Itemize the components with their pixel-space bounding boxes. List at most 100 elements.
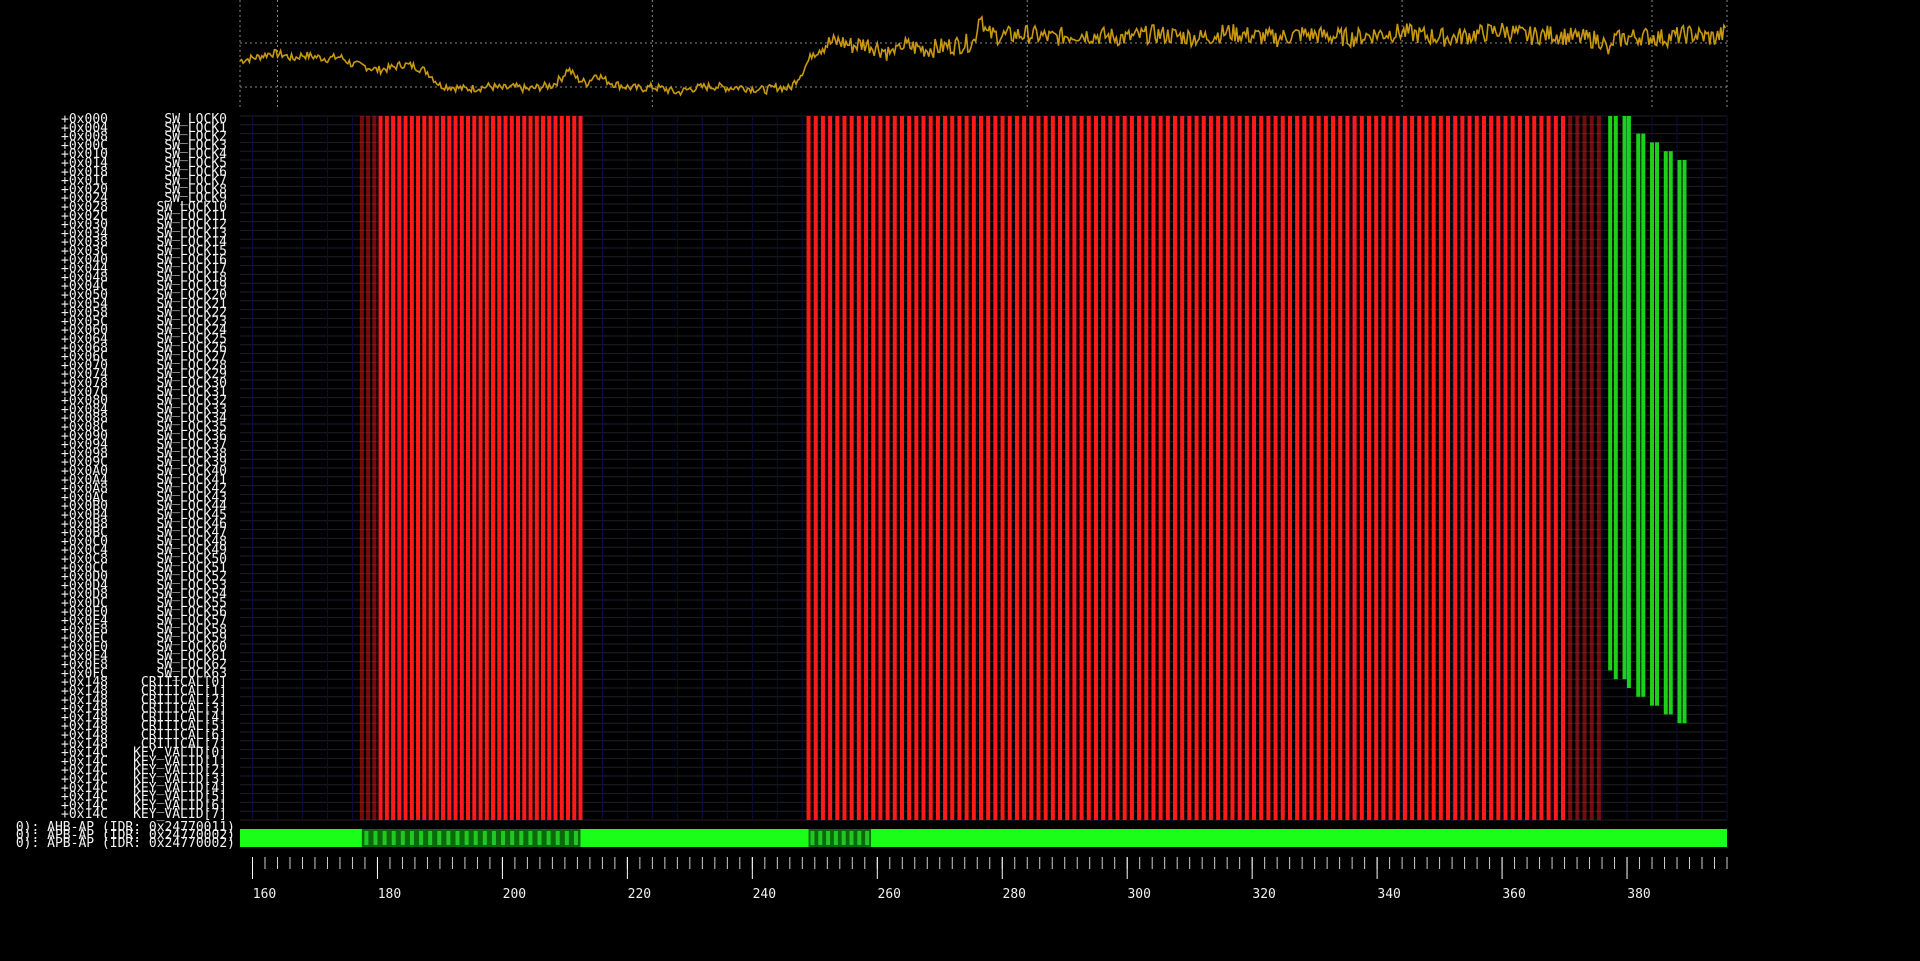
x-tick-label: 280	[1003, 887, 1026, 902]
row-name-label: SW_LOCK26	[157, 341, 227, 356]
write-event-bar	[1510, 116, 1515, 820]
write-event-bar	[878, 116, 883, 820]
row-name-label: SW_LOCK47	[157, 526, 227, 541]
write-event-bar	[993, 116, 998, 820]
write-event-bar	[914, 116, 919, 820]
row-name-label: SW_LOCK24	[157, 323, 228, 338]
row-offset-label: +0x0B0	[61, 499, 108, 514]
power-trace-line	[239, 15, 1727, 97]
write-event-bar	[986, 116, 991, 820]
write-event-bar	[466, 116, 471, 820]
write-event-bar	[1582, 116, 1587, 820]
row-offset-label: +0x14C	[61, 807, 108, 822]
row-name-label: SW_LOCK34	[157, 411, 228, 426]
row-offset-label: +0x0E8	[61, 622, 108, 637]
row-offset-label: +0x0AC	[61, 490, 108, 505]
row-offset-label: +0x05C	[61, 314, 108, 329]
write-event-bar	[528, 116, 533, 820]
read-event-bar	[1668, 151, 1673, 715]
row-name-label: SW_LOCK28	[157, 358, 227, 373]
row-offset-label: +0x0D8	[61, 587, 108, 602]
write-event-bar	[1172, 116, 1177, 820]
write-event-bar	[1295, 116, 1300, 820]
x-tick-label: 320	[1252, 887, 1275, 902]
write-event-bar	[1201, 116, 1206, 820]
write-event-bar	[1402, 116, 1407, 820]
write-event-bar	[1366, 116, 1371, 820]
write-event-bar	[1424, 116, 1429, 820]
write-event-bar	[1352, 116, 1357, 820]
row-name-label: SW_LOCK61	[157, 649, 227, 664]
write-event-bar	[1546, 116, 1551, 820]
row-offset-label: +0x020	[61, 182, 108, 197]
write-event-bar	[1496, 116, 1501, 820]
x-tick-label: 360	[1502, 887, 1525, 902]
write-event-bar	[1323, 116, 1328, 820]
write-event-bar	[1532, 116, 1537, 820]
row-name-label: SW_LOCK48	[157, 534, 227, 549]
row-name-label: SW_LOCK0	[164, 112, 227, 127]
write-event-bar	[1381, 116, 1386, 820]
row-name-label: SW_LOCK54	[157, 587, 228, 602]
write-event-bar	[1093, 116, 1098, 820]
write-event-bar	[1266, 116, 1271, 820]
write-event-bar	[472, 116, 477, 820]
row-offset-label: +0x0D4	[61, 578, 108, 593]
write-event-bar	[478, 116, 483, 820]
row-offset-label: +0x148	[61, 684, 108, 699]
row-name-label: SW_LOCK52	[157, 570, 227, 585]
row-offset-label: +0x060	[61, 323, 108, 338]
row-name-label: SW_LOCK58	[157, 622, 227, 637]
row-offset-label: +0x0F0	[61, 640, 108, 655]
bus-transfer-mark	[865, 831, 870, 845]
write-event-bar	[384, 116, 389, 820]
bus-transfer-mark	[841, 831, 846, 845]
row-name-label: SW_LOCK51	[157, 561, 227, 576]
row-offset-label: +0x00C	[61, 138, 108, 153]
write-event-bar	[835, 116, 840, 820]
row-offset-label: +0x0C4	[61, 543, 108, 558]
read-event-bar	[1650, 142, 1655, 706]
write-event-bar	[806, 116, 811, 820]
write-event-bar	[1129, 116, 1134, 820]
write-event-bar	[372, 116, 377, 820]
write-event-bar	[378, 116, 383, 820]
read-event-bar	[1663, 151, 1668, 715]
row-offset-label: +0x14C	[61, 746, 108, 761]
bus-transfer-mark	[826, 831, 831, 845]
bus-transfer-mark	[391, 831, 396, 845]
row-offset-label: +0x07C	[61, 385, 108, 400]
write-event-bar	[1187, 116, 1192, 820]
write-event-bar	[1022, 116, 1027, 820]
read-event-bar	[1677, 160, 1682, 724]
row-offset-label: +0x01C	[61, 174, 108, 189]
row-name-label: SW_LOCK36	[157, 429, 227, 444]
bus-transfer-mark	[849, 831, 854, 845]
write-event-bar	[1453, 116, 1458, 820]
row-offset-label: +0x034	[61, 226, 108, 241]
bus-transfer-mark	[833, 831, 838, 845]
bus-transfer-mark	[501, 831, 506, 845]
row-offset-label: +0x0BC	[61, 526, 108, 541]
write-event-bar	[828, 116, 833, 820]
write-event-bar	[497, 116, 502, 820]
row-name-label: SW_LOCK10	[157, 200, 227, 215]
row-name-label: SW_LOCK59	[157, 631, 227, 646]
read-event-bar	[1636, 133, 1641, 697]
read-event-bar	[1613, 116, 1618, 680]
write-event-bar	[1036, 116, 1041, 820]
row-offset-label: +0x06C	[61, 350, 108, 365]
row-offset-label: +0x148	[61, 675, 108, 690]
write-event-bar	[359, 116, 364, 820]
row-name-label: SW_LOCK56	[157, 605, 227, 620]
write-event-bar	[397, 116, 402, 820]
write-event-bar	[1029, 116, 1034, 820]
row-offset-label: +0x148	[61, 719, 108, 734]
row-offset-label: +0x008	[61, 130, 108, 145]
write-event-bar	[1144, 116, 1149, 820]
write-event-bar	[1589, 116, 1594, 820]
row-offset-label: +0x058	[61, 306, 108, 321]
bus-transfer-mark	[409, 831, 414, 845]
row-offset-label: +0x0DC	[61, 596, 108, 611]
write-event-bar	[892, 116, 897, 820]
